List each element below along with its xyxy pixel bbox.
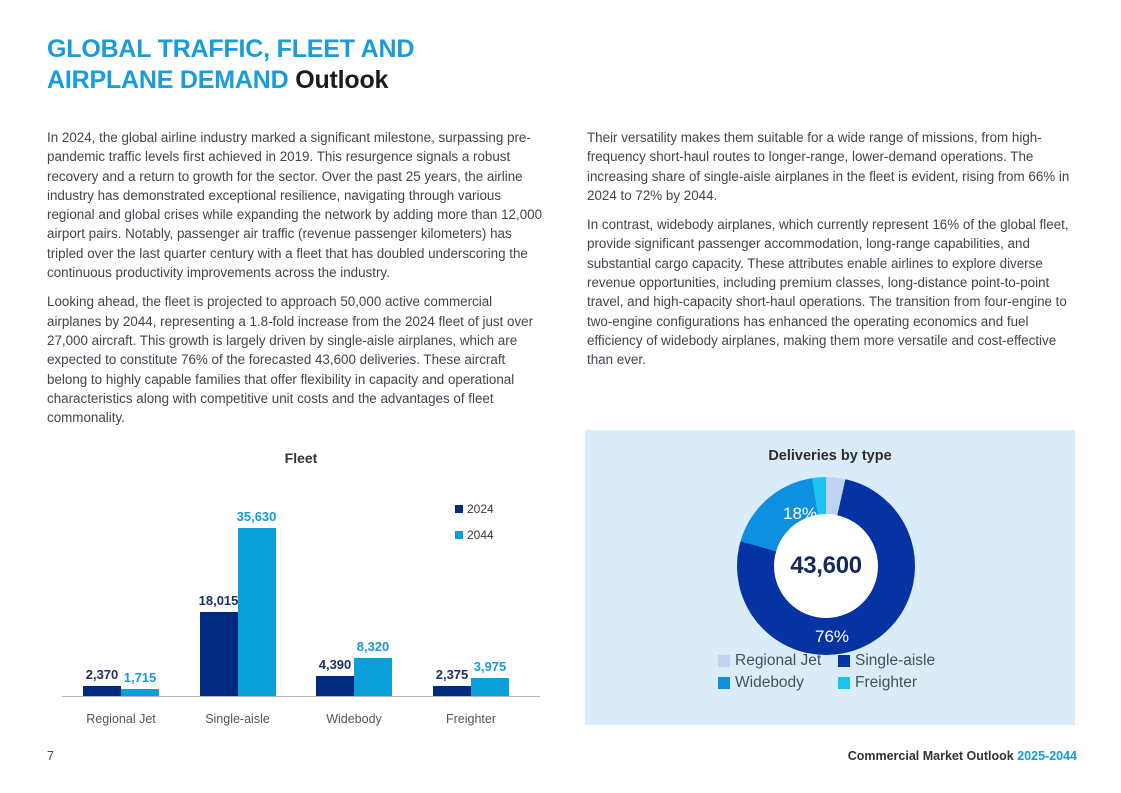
fleet-chart-title: Fleet: [284, 450, 318, 466]
page-title: GLOBAL TRAFFIC, FLEET AND AIRPLANE DEMAN…: [47, 34, 414, 96]
bar-value-label-2044-regional-jet: 1,715: [123, 670, 157, 685]
category-label-freighter: Freighter: [445, 712, 497, 726]
left-paragraph-1: In 2024, the global airline industry mar…: [47, 130, 543, 281]
footer-year-range: 2025-2044: [1017, 749, 1077, 763]
legend-swatch-2024: [455, 505, 463, 513]
bar-value-label-2024-single-aisle: 18,015: [198, 593, 239, 608]
deliveries-donut-panel: Deliveries by type 18% 76% 43,600 Region…: [585, 430, 1075, 725]
donut-legend-item-regional-jet: Regional Jet: [718, 652, 838, 670]
left-column: In 2024, the global airline industry mar…: [47, 128, 547, 437]
legend-item-2044: 2044: [455, 528, 494, 542]
bar-value-label-2044-single-aisle: 35,630: [236, 509, 277, 524]
donut-chart-title: Deliveries by type: [768, 448, 892, 464]
bar-2024-freighter: [433, 686, 471, 697]
page-title-line2-accent: AIRPLANE DEMAND: [47, 66, 289, 94]
bar-2024-single-aisle: [199, 612, 238, 697]
legend-label-2024: 2024: [467, 502, 494, 516]
bar-value-label-2024-widebody: 4,390: [318, 657, 352, 672]
page-title-line2-rest: Outlook: [288, 66, 389, 94]
footer-title: Commercial Market Outlook 2025-2044: [848, 749, 1077, 763]
fleet-bar-chart: Fleet 2024 2044 2,370 1,715 18,015 35,630 4,3…: [47, 440, 560, 732]
legend-item-2024: 2024: [455, 502, 494, 516]
right-paragraph-2: In contrast, widebody airplanes, which c…: [587, 217, 1069, 368]
right-paragraph-1: Their versatility makes them suitable fo…: [587, 130, 1070, 203]
donut-total-label: 43,600: [790, 552, 862, 579]
donut-legend-item-widebody: Widebody: [718, 674, 838, 692]
donut-legend-item-single-aisle: Single-aisle: [838, 652, 935, 670]
bar-2044-regional-jet: [121, 689, 159, 697]
donut-legend-swatch-widebody: [718, 677, 730, 689]
bar-value-label-2044-freighter: 3,975: [473, 659, 507, 674]
page-number: 7: [47, 749, 54, 763]
donut-legend-swatch-single-aisle: [838, 655, 850, 667]
bar-2044-freighter: [471, 678, 509, 697]
donut-legend-label-regional-jet: Regional Jet: [735, 652, 822, 669]
donut-legend-label-single-aisle: Single-aisle: [855, 652, 936, 669]
fleet-chart-legend: 2024 2044: [455, 502, 494, 542]
donut-legend-label-widebody: Widebody: [735, 674, 804, 691]
donut-legend-label-freighter: Freighter: [855, 674, 918, 691]
category-label-single-aisle: Single-aisle: [205, 712, 270, 726]
category-label-regional-jet: Regional Jet: [86, 712, 156, 726]
donut-legend-swatch-regional-jet: [718, 655, 730, 667]
donut-legend-swatch-freighter: [838, 677, 850, 689]
left-paragraph-2: Looking ahead, the fleet is projected to…: [47, 294, 534, 426]
bar-value-label-2024-regional-jet: 2,370: [85, 667, 119, 682]
donut-legend: Regional Jet Single-aisle Widebody Freighte…: [718, 652, 935, 692]
bar-value-label-2044-widebody: 8,320: [356, 639, 390, 654]
bar-value-label-2024-freighter: 2,375: [435, 667, 469, 682]
category-label-widebody: Widebody: [326, 712, 382, 726]
right-column: Their versatility makes them suitable fo…: [587, 128, 1081, 380]
donut-hole: 43,600: [774, 514, 878, 618]
single-aisle-percent-label: 76%: [814, 627, 850, 646]
page-title-line1: GLOBAL TRAFFIC, FLEET AND: [47, 35, 415, 63]
donut-legend-item-freighter: Freighter: [838, 674, 935, 692]
legend-swatch-2044: [455, 531, 463, 539]
bar-2024-regional-jet: [83, 686, 121, 697]
footer-label: Commercial Market Outlook: [847, 749, 1018, 763]
bar-2024-widebody: [316, 676, 354, 697]
legend-label-2044: 2044: [467, 528, 494, 542]
x-axis-line: [62, 696, 540, 697]
bar-2044-widebody: [354, 658, 392, 697]
bar-2044-single-aisle: [237, 528, 276, 697]
